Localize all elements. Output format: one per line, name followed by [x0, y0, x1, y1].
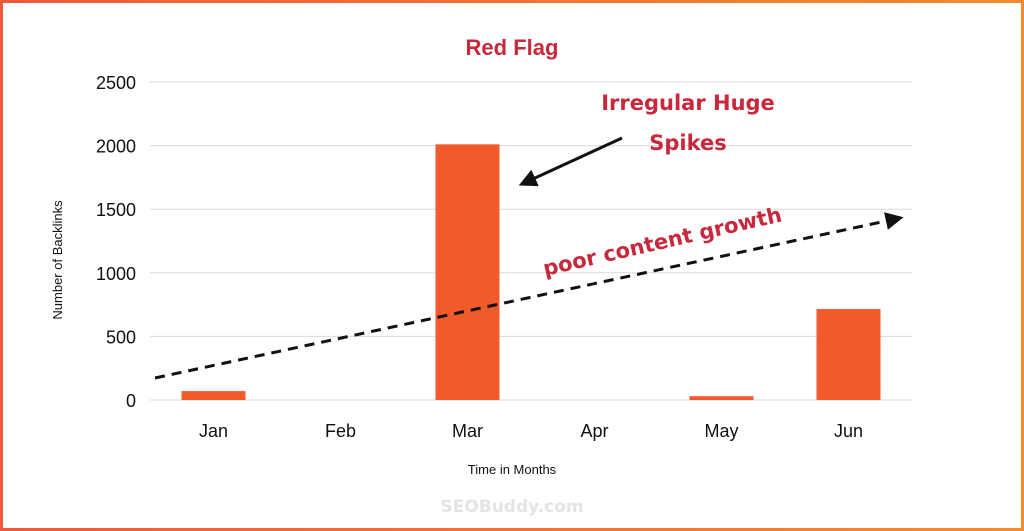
x-tick-label: Jun	[834, 421, 863, 441]
y-axis-label: Number of Backlinks	[50, 200, 65, 320]
x-tick-label: Jan	[199, 421, 228, 441]
y-tick-label: 2500	[96, 73, 136, 93]
bar-jun	[816, 309, 881, 400]
spike-annotation-line2: Spikes	[649, 131, 727, 155]
y-tick-label: 2000	[96, 137, 136, 157]
x-tick-label: Feb	[325, 421, 356, 441]
gridlines	[150, 81, 912, 401]
x-tick-label: Mar	[452, 421, 483, 441]
spike-arrow	[518, 136, 623, 187]
x-tick-label: May	[704, 421, 738, 441]
chart-title: Red Flag	[466, 35, 559, 60]
y-tick-labels: 0 500 1000 1500 2000 2500	[96, 73, 136, 411]
bar-may	[689, 396, 754, 400]
y-tick-label: 500	[106, 327, 136, 347]
x-tick-label: Apr	[580, 421, 608, 441]
bar-mar	[435, 144, 500, 400]
x-tick-labels: Jan Feb Mar Apr May Jun	[199, 421, 863, 441]
watermark: SEOBuddy.com	[440, 497, 583, 517]
bar-jan	[181, 391, 246, 400]
y-tick-label: 1500	[96, 200, 136, 220]
y-tick-label: 0	[126, 391, 136, 411]
x-axis-label: Time in Months	[468, 462, 557, 477]
trend-arrow	[154, 212, 904, 380]
bars	[181, 144, 881, 400]
spike-annotation-line1: Irregular Huge	[601, 91, 775, 115]
y-tick-label: 1000	[96, 264, 136, 284]
